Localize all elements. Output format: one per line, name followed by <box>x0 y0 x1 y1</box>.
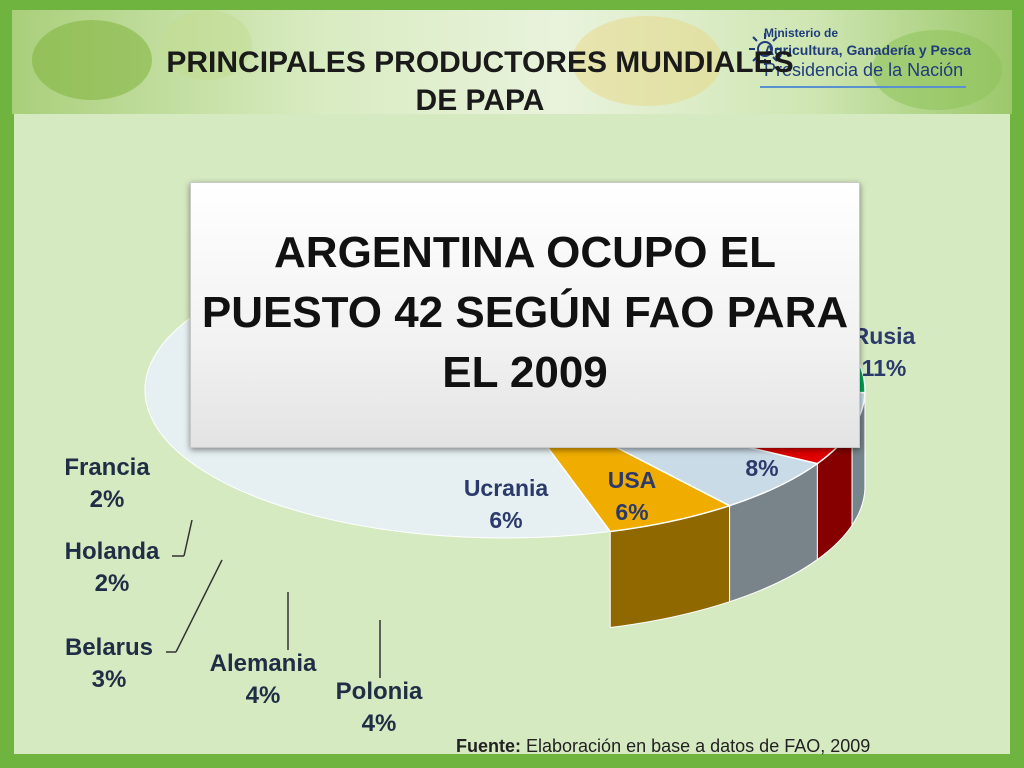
leader-lines <box>166 519 381 678</box>
label-usa-name: USA <box>607 467 657 493</box>
ministry-logo: Ministerio de Agricultura, Ganadería y P… <box>748 24 980 96</box>
label-usa-value: 6% <box>615 499 649 525</box>
label-polonia-name: Polonia <box>335 678 423 705</box>
leader-line-belarus <box>175 559 223 653</box>
label-alemania-name: Alemania <box>209 650 317 677</box>
logo-underline <box>760 86 966 88</box>
label-usa: USA 6% <box>584 464 680 528</box>
label-unnamed-8: 8% <box>726 452 798 484</box>
label-holanda: Holanda 2% <box>52 536 172 600</box>
source-label: Fuente: <box>456 736 521 756</box>
label-holanda-value: 2% <box>94 570 130 597</box>
callout-text: ARGENTINA OCUPO EL PUESTO 42 SEGÚN FAO P… <box>201 228 849 397</box>
logo-line-ministerio: Ministerio de <box>764 26 839 40</box>
label-rusia-value: 11% <box>861 355 907 381</box>
label-belarus-value: 3% <box>91 666 127 693</box>
label-ucrania-name: Ucrania <box>463 475 549 501</box>
logo-line-presidencia: Presidencia de la Nación <box>764 60 964 80</box>
source-note: Fuente: Elaboración en base a datos de F… <box>456 736 870 757</box>
label-polonia: Polonia 4% <box>322 676 436 740</box>
logo-line-ministry-name: Agricultura, Ganadería y Pesca <box>764 42 971 58</box>
callout-box: ARGENTINA OCUPO EL PUESTO 42 SEGÚN FAO P… <box>190 182 860 448</box>
sun-emblem-icon <box>749 33 781 65</box>
label-belarus: Belarus 3% <box>52 632 166 696</box>
label-francia-value: 2% <box>89 486 125 513</box>
leader-line-holanda <box>183 519 193 557</box>
label-unnamed-8-value: 8% <box>745 455 779 481</box>
label-alemania: Alemania 4% <box>198 648 328 712</box>
label-alemania-value: 4% <box>245 682 281 709</box>
label-holanda-name: Holanda <box>64 538 160 565</box>
slide-title: PRINCIPALES PRODUCTORES MUNDIALES DE PAP… <box>166 46 794 117</box>
pie-sides <box>609 389 866 629</box>
source-text: Elaboración en base a datos de FAO, 2009 <box>526 736 871 756</box>
label-ucrania: Ucrania 6% <box>448 472 564 536</box>
label-belarus-name: Belarus <box>64 634 154 661</box>
label-polonia-value: 4% <box>361 710 397 737</box>
label-francia: Francia 2% <box>52 452 162 516</box>
label-rusia: Rusia 11% <box>826 320 942 384</box>
label-francia-name: Francia <box>64 454 150 481</box>
label-rusia-name: Rusia <box>852 323 916 349</box>
header-banner <box>12 10 1012 114</box>
label-ucrania-value: 6% <box>489 507 523 533</box>
